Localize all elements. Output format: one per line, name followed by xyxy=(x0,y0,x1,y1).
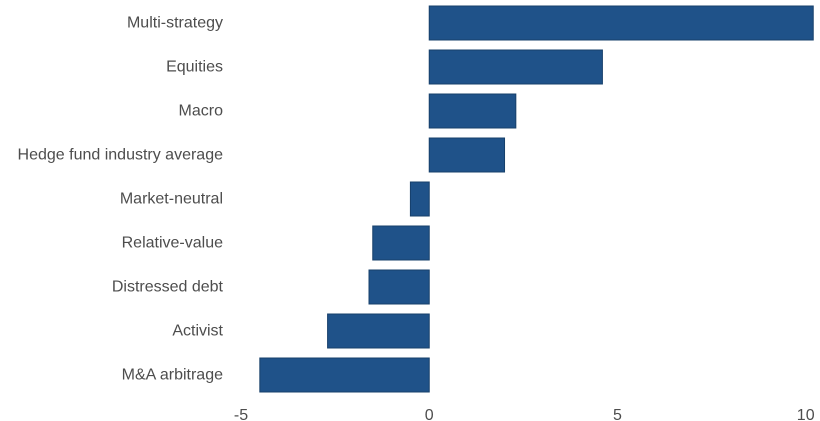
category-label-relative-value: Relative-value xyxy=(122,235,223,252)
bar-relative-value xyxy=(372,225,430,261)
bar-market-neutral xyxy=(409,181,430,217)
x-tick-label: -5 xyxy=(234,407,248,421)
bar-activist xyxy=(327,313,430,349)
bar-manda-arbitrage xyxy=(259,357,430,393)
category-label-manda-arbitrage: M&A arbitrage xyxy=(122,367,223,384)
category-label-multi-strategy: Multi-strategy xyxy=(127,15,223,32)
category-label-market-neutral: Market-neutral xyxy=(120,191,223,208)
category-label-macro: Macro xyxy=(179,103,224,120)
bar-macro xyxy=(428,93,517,129)
category-label-equities: Equities xyxy=(166,59,223,76)
bars-layer xyxy=(259,5,814,393)
bar-distressed-debt xyxy=(368,269,430,305)
x-tick-label: 5 xyxy=(613,407,622,421)
bar-equities xyxy=(428,49,603,85)
x-axis-tick-labels: -5 0 5 10 xyxy=(234,407,815,421)
x-tick-label: 0 xyxy=(425,407,434,421)
category-label-activist: Activist xyxy=(172,323,223,340)
x-tick-label: 10 xyxy=(797,407,815,421)
category-labels: Multi-strategy Equities Macro Hedge fund in… xyxy=(18,15,224,384)
bar-hedge-fund-industry-average xyxy=(428,137,506,173)
category-label-hedge-fund-industry-average: Hedge fund industry average xyxy=(18,147,224,164)
bar-multi-strategy xyxy=(428,5,814,41)
category-label-distressed-debt: Distressed debt xyxy=(112,279,224,296)
